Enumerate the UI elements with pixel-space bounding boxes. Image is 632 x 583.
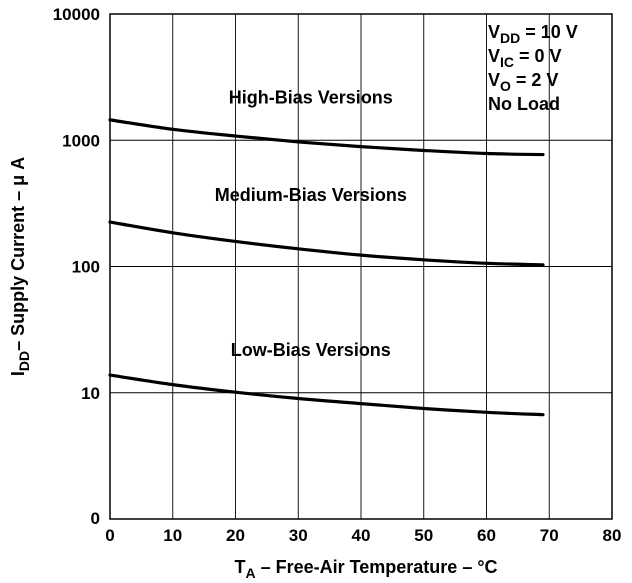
y-tick-label: 0 <box>91 509 100 528</box>
grid-lines <box>110 14 612 519</box>
x-axis-label-sub: A <box>245 565 255 581</box>
series-annotations: High-Bias Versions Medium-Bias Versions Lo… <box>215 88 407 360</box>
x-axis-label-main: T <box>234 557 245 577</box>
y-tick-label: 10 <box>81 384 100 403</box>
x-tick-label: 0 <box>105 526 114 545</box>
x-tick-label: 80 <box>603 526 622 545</box>
x-tick-labels: 0 10 20 30 40 50 60 70 80 <box>105 526 621 545</box>
condition-line: VIC = 0 V <box>488 46 562 70</box>
y-tick-label: 10000 <box>53 5 100 24</box>
series-annotation: High-Bias Versions <box>229 88 393 108</box>
y-tick-label: 1000 <box>62 131 100 150</box>
y-axis-label-main: I <box>8 371 28 376</box>
series-line <box>108 220 545 267</box>
series-annotation: Medium-Bias Versions <box>215 185 407 205</box>
x-tick-label: 30 <box>289 526 308 545</box>
series-line <box>108 373 545 417</box>
x-axis-label-rest: – Free-Air Temperature – °C <box>256 557 498 577</box>
y-tick-labels: 0 10 100 1000 10000 <box>53 5 100 528</box>
x-tick-label: 50 <box>414 526 433 545</box>
series-annotation: Low-Bias Versions <box>231 340 391 360</box>
y-tick-label: 100 <box>72 258 100 277</box>
x-tick-label: 20 <box>226 526 245 545</box>
x-tick-label: 70 <box>540 526 559 545</box>
plot-frame <box>109 13 613 520</box>
condition-line: No Load <box>488 94 560 114</box>
x-tick-label: 10 <box>163 526 182 545</box>
condition-line: VO = 2 V <box>488 70 558 94</box>
y-axis-label: IDD– Supply Current – μ A <box>8 157 32 376</box>
series-curves <box>108 118 545 417</box>
x-axis-label: TA – Free-Air Temperature – °C <box>234 557 497 581</box>
y-axis-label-sub: DD <box>16 351 32 371</box>
series-line <box>108 118 545 157</box>
y-axis-label-rest: – Supply Current – μ A <box>8 157 28 351</box>
x-tick-label: 40 <box>352 526 371 545</box>
condition-line: VDD = 10 V <box>488 22 578 46</box>
x-tick-label: 60 <box>477 526 496 545</box>
